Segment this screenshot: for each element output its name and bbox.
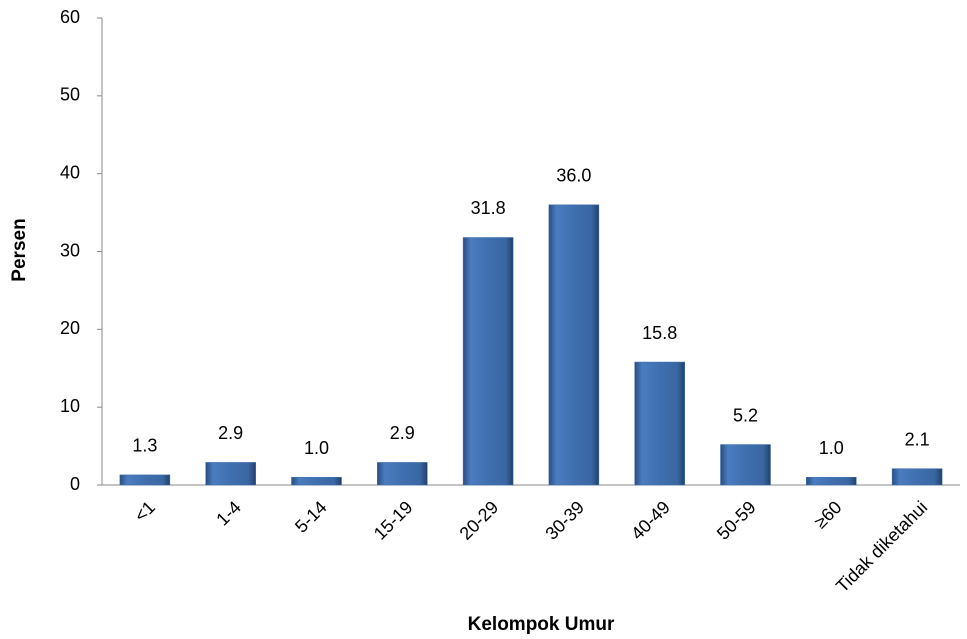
bar <box>291 476 342 486</box>
data-label: 15.8 <box>642 323 677 343</box>
bar <box>377 462 428 486</box>
y-tick-label: 40 <box>60 162 80 182</box>
data-label: 1.0 <box>304 438 329 458</box>
x-tick-label: 15-19 <box>370 497 417 544</box>
y-tick-label: 20 <box>60 318 80 338</box>
x-tick-label: 20-29 <box>456 497 503 544</box>
y-tick-label: 30 <box>60 240 80 260</box>
x-tick-label: Tidak diketahui <box>832 497 931 596</box>
data-label: 2.1 <box>905 429 930 449</box>
x-tick-label: <1 <box>130 497 159 526</box>
y-axis-title: Persen <box>9 218 30 281</box>
y-tick-label: 10 <box>60 396 80 416</box>
bar <box>720 444 771 486</box>
x-tick-label: 40-49 <box>627 497 674 544</box>
bar <box>548 204 600 486</box>
bar <box>634 361 685 486</box>
x-tick-label: 50-59 <box>713 497 760 544</box>
bar <box>119 474 171 486</box>
data-label: 31.8 <box>471 198 506 218</box>
bar <box>462 237 514 486</box>
data-label: 5.2 <box>733 405 758 425</box>
bar <box>205 462 256 486</box>
data-label: 2.9 <box>390 423 415 443</box>
data-label: 36.0 <box>556 166 591 186</box>
data-label: 1.0 <box>819 438 844 458</box>
data-label: 1.3 <box>132 436 157 456</box>
bar <box>891 468 943 486</box>
x-tick-label: 30-39 <box>541 497 588 544</box>
bar <box>806 476 857 486</box>
x-tick-label: ≥60 <box>810 497 845 532</box>
y-tick-label: 60 <box>60 7 80 27</box>
y-tick-label: 0 <box>70 474 80 494</box>
y-tick-label: 50 <box>60 85 80 105</box>
data-label: 2.9 <box>218 423 243 443</box>
x-tick-label: 1-4 <box>212 497 245 530</box>
x-axis-title: Kelompok Umur <box>468 614 615 635</box>
x-tick-label: 5-14 <box>291 497 331 537</box>
